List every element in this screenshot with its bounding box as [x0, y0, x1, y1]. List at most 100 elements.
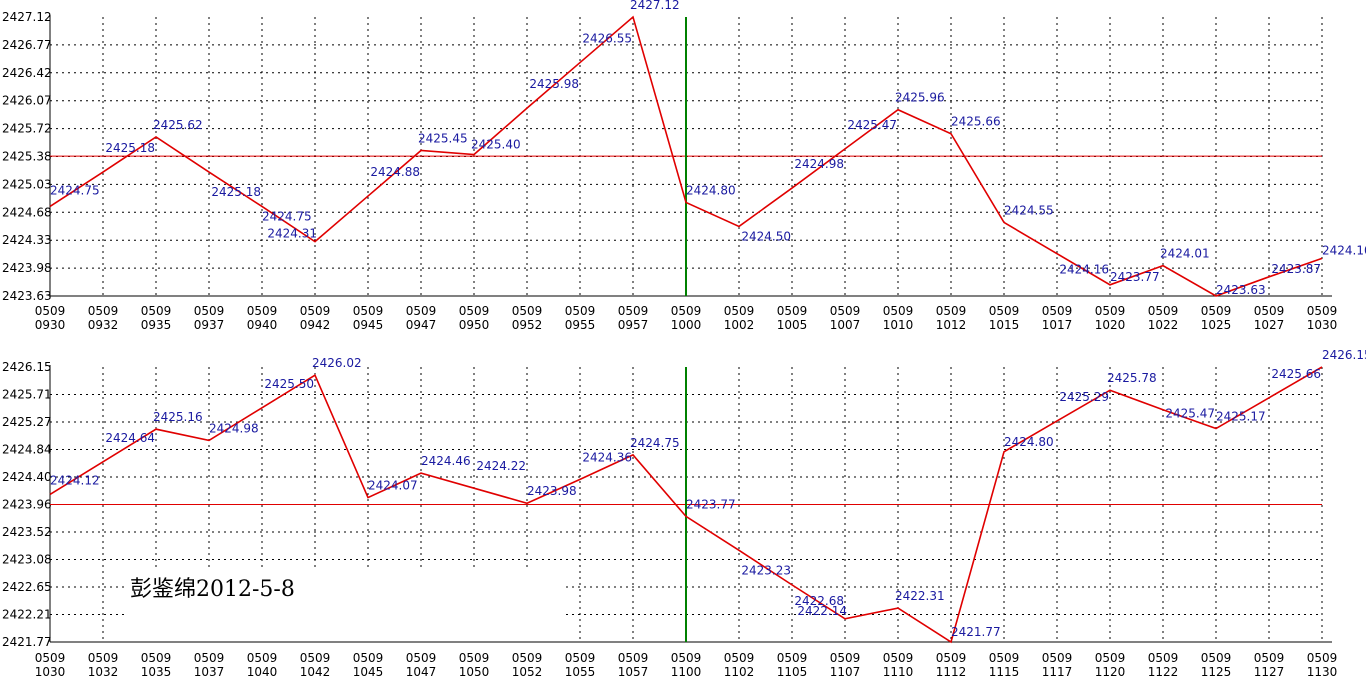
data-label: 2423.87 — [1271, 262, 1321, 276]
data-label: 2425.47 — [847, 118, 897, 132]
x-tick-label: 0509 0932 — [88, 304, 119, 332]
series-line — [49, 15, 1323, 297]
data-label: 2424.80 — [686, 183, 736, 197]
y-tick-label: 2426.77 — [2, 38, 52, 52]
data-label: 2424.07 — [368, 479, 418, 493]
x-tick-label: 0509 1020 — [1095, 304, 1126, 332]
data-label: 2423.63 — [1216, 283, 1266, 297]
x-tick-label: 0509 1025 — [1201, 304, 1232, 332]
data-label: 2425.78 — [1107, 371, 1157, 385]
x-tick-label: 0509 1022 — [1148, 304, 1179, 332]
x-tick-label: 0509 1007 — [830, 304, 861, 332]
y-tick-label: 2426.07 — [2, 94, 52, 108]
data-label: 2426.02 — [312, 356, 362, 370]
x-tick-label: 0509 1112 — [936, 651, 967, 679]
x-tick-label: 0509 1045 — [353, 651, 384, 679]
y-tick-label: 2426.42 — [2, 66, 52, 80]
x-tick-label: 0509 1050 — [459, 651, 490, 679]
chart-panel-top: 2427.12 2426.77 2426.42 2426.07 2425.72 2425.… — [2, 0, 1366, 332]
x-tick-label: 0509 1130 — [1307, 651, 1338, 679]
data-label: 2424.98 — [794, 157, 844, 171]
x-tick-label: 0509 0935 — [141, 304, 172, 332]
x-tick-label: 0509 0937 — [194, 304, 225, 332]
data-label: 2425.66 — [1271, 367, 1321, 381]
x-tick-label: 0509 1030 — [35, 651, 66, 679]
y-tick-label: 2424.84 — [2, 443, 52, 457]
x-tick-label: 0509 1027 — [1254, 304, 1285, 332]
data-label: 2425.17 — [1216, 410, 1266, 424]
data-label: 2424.64 — [105, 431, 155, 445]
y-tick-label: 2421.77 — [2, 635, 52, 649]
x-tick-label: 0509 1117 — [1042, 651, 1073, 679]
y-tick-label: 2423.52 — [2, 525, 52, 539]
x-tick-label: 0509 1017 — [1042, 304, 1073, 332]
data-label: 2424.01 — [1160, 247, 1210, 261]
data-label: 2425.66 — [951, 115, 1001, 129]
y-tick-label: 2425.03 — [2, 177, 52, 191]
x-tick-label: 0509 1040 — [247, 651, 278, 679]
data-label: 2424.80 — [1004, 435, 1054, 449]
data-label: 2424.88 — [370, 165, 420, 179]
y-tick-label: 2426.15 — [2, 360, 52, 374]
x-tick-label: 0509 1030 — [1307, 304, 1338, 332]
data-label: 2424.36 — [582, 450, 632, 464]
data-label: 2424.50 — [741, 229, 791, 243]
data-label: 2426.55 — [582, 32, 632, 46]
y-tick-label: 2425.72 — [2, 122, 52, 136]
y-tick-label: 2424.33 — [2, 233, 52, 247]
y-tick-label: 2423.63 — [2, 289, 52, 303]
x-tick-label: 0509 1057 — [618, 651, 649, 679]
data-label: 2425.98 — [529, 77, 579, 91]
data-label: 2422.31 — [895, 589, 945, 603]
y-tick-label: 2425.38 — [2, 150, 52, 164]
x-tick-label: 0509 1042 — [300, 651, 331, 679]
data-label: 2425.45 — [418, 132, 468, 146]
x-tick-label: 0509 1105 — [777, 651, 808, 679]
data-label: 2424.10 — [1322, 243, 1366, 257]
y-tick-label: 2425.71 — [2, 388, 52, 402]
data-label: 2425.50 — [264, 377, 314, 391]
x-tick-label: 0509 1102 — [724, 651, 755, 679]
x-tick-label: 0509 1002 — [724, 304, 755, 332]
y-tick-label: 2424.68 — [2, 205, 52, 219]
data-label: 2423.77 — [1110, 270, 1160, 284]
y-tick-label: 2422.21 — [2, 608, 52, 622]
data-label: 2423.98 — [527, 484, 577, 498]
data-label: 2425.16 — [153, 410, 203, 424]
series-line — [49, 366, 1323, 644]
y-tick-label: 2424.40 — [2, 470, 52, 484]
x-tick-label: 0509 0952 — [512, 304, 543, 332]
chart-panel-bottom: 2426.15 2425.71 2425.27 2424.84 2424.40 2423.… — [2, 348, 1366, 679]
x-tick-label: 0509 1012 — [936, 304, 967, 332]
x-tick-label: 0509 1000 — [671, 304, 702, 332]
x-tick-label: 0509 1110 — [883, 651, 914, 679]
data-label: 2427.12 — [630, 0, 680, 12]
data-label: 2424.75 — [262, 209, 312, 223]
data-label: 2425.62 — [153, 118, 203, 132]
y-tick-label: 2427.12 — [2, 10, 52, 24]
x-tick-label: 0509 1035 — [141, 651, 172, 679]
x-tick-label: 0509 1055 — [565, 651, 596, 679]
data-label: 2425.29 — [1059, 390, 1109, 404]
x-tick-label: 0509 0940 — [247, 304, 278, 332]
x-tick-label: 0509 1010 — [883, 304, 914, 332]
data-label: 2424.75 — [630, 436, 680, 450]
x-tick-label: 0509 0942 — [300, 304, 331, 332]
data-label: 2424.75 — [50, 183, 100, 197]
x-tick-label: 0509 1120 — [1095, 651, 1126, 679]
x-tick-label: 0509 1127 — [1254, 651, 1285, 679]
x-tick-label: 0509 0955 — [565, 304, 596, 332]
watermark-text: 彭鉴绵2012-5-8 — [130, 577, 295, 602]
x-tick-label: 0509 1122 — [1148, 651, 1179, 679]
x-tick-label: 0509 1115 — [989, 651, 1020, 679]
data-label: 2425.47 — [1165, 407, 1215, 421]
x-tick-label: 0509 1037 — [194, 651, 225, 679]
x-tick-label: 0509 1015 — [989, 304, 1020, 332]
data-label: 2421.77 — [951, 625, 1001, 639]
x-tick-label: 0509 0945 — [353, 304, 384, 332]
data-label: 2424.46 — [421, 454, 471, 468]
y-tick-label: 2423.96 — [2, 498, 52, 512]
watermark-backdrop — [125, 568, 565, 640]
x-tick-label: 0509 1005 — [777, 304, 808, 332]
